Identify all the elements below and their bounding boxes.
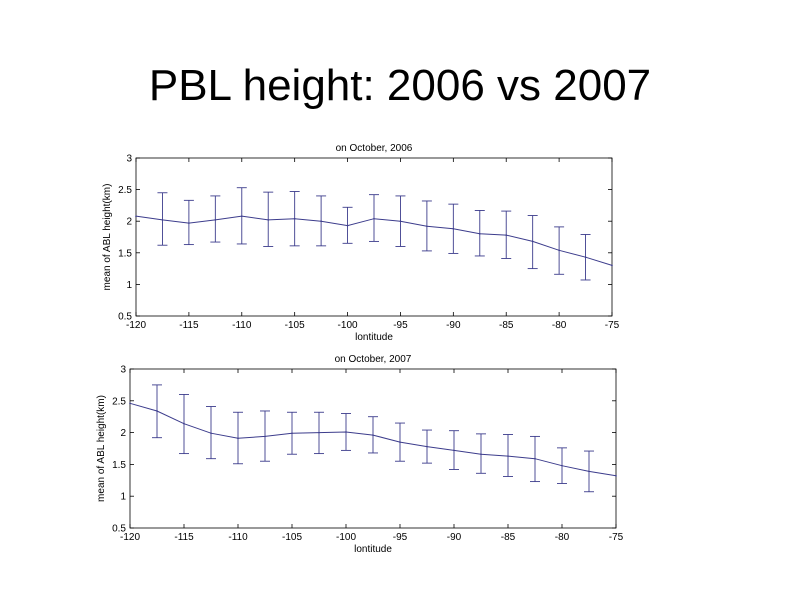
y-tick-label: 2.5 bbox=[118, 185, 132, 196]
y-tick-label: 2.5 bbox=[112, 396, 126, 407]
series-1 bbox=[135, 187, 613, 281]
data-point bbox=[399, 441, 401, 443]
data-point bbox=[320, 220, 322, 222]
data-point bbox=[426, 225, 428, 228]
data-point bbox=[267, 219, 270, 221]
data-point bbox=[478, 233, 481, 235]
error-bar bbox=[210, 195, 221, 243]
data-point bbox=[505, 234, 508, 236]
series-1 bbox=[129, 384, 617, 493]
data-point bbox=[318, 431, 320, 434]
x-tick-label: -110 bbox=[232, 320, 252, 331]
chart-panel-1: -120 -115 -110 -105 -100 -95 -90 -85 -80 -75 0.5 1 1… bbox=[102, 143, 620, 343]
data-point bbox=[373, 217, 375, 220]
x-tick-label: -85 bbox=[501, 532, 516, 543]
data-point bbox=[237, 437, 239, 440]
x-tick-label: -75 bbox=[605, 320, 620, 331]
x-tick-label: -85 bbox=[499, 320, 514, 331]
data-point bbox=[588, 470, 590, 473]
y-tick-label: 0.5 bbox=[118, 312, 132, 323]
chart-title: on October, 2007 bbox=[335, 354, 412, 365]
x-tick-label: -90 bbox=[446, 320, 461, 331]
data-point bbox=[291, 432, 293, 435]
y-tick-label: 3 bbox=[120, 365, 126, 376]
chart-panel-2: -120 -115 -110 -105 -100 -95 -90 -85 -80 -75 0.5 1 1… bbox=[96, 354, 624, 555]
x-tick-label: -75 bbox=[609, 532, 624, 543]
y-tick-label: 0.5 bbox=[112, 524, 126, 535]
y-tick-label: 2 bbox=[126, 217, 132, 228]
data-point bbox=[240, 215, 243, 217]
x-tick-label: -120 bbox=[126, 320, 146, 331]
data-point bbox=[507, 455, 509, 457]
data-point bbox=[611, 264, 613, 267]
data-point bbox=[531, 240, 534, 243]
x-tick-label: -105 bbox=[285, 320, 305, 331]
x-tick-label: -95 bbox=[393, 320, 408, 331]
error-bar bbox=[157, 192, 168, 246]
slide-title: PBL height: 2006 vs 2007 bbox=[148, 61, 652, 110]
data-point bbox=[183, 422, 185, 425]
data-point bbox=[399, 220, 402, 222]
x-tick-label: -80 bbox=[552, 320, 567, 331]
data-point bbox=[345, 431, 347, 433]
x-tick-label: -105 bbox=[282, 532, 302, 543]
x-tick-label: -95 bbox=[393, 532, 408, 543]
y-tick-label: 1.5 bbox=[112, 460, 126, 471]
y-axis-label: mean of ABL height(km) bbox=[102, 184, 113, 291]
data-point bbox=[480, 453, 482, 456]
data-point bbox=[214, 219, 217, 221]
data-point bbox=[156, 410, 158, 412]
y-tick-label: 1.5 bbox=[118, 248, 132, 259]
data-point bbox=[264, 435, 266, 438]
x-tick-label: -80 bbox=[555, 532, 570, 543]
data-point bbox=[452, 227, 455, 230]
x-tick-label: -100 bbox=[336, 532, 356, 543]
x-axis-label: lontitude bbox=[355, 332, 393, 343]
x-tick-label: -115 bbox=[179, 320, 199, 331]
x-tick-label: -110 bbox=[228, 532, 248, 543]
data-point bbox=[135, 215, 137, 217]
y-tick-label: 1 bbox=[126, 280, 132, 291]
data-point bbox=[293, 217, 296, 220]
data-point bbox=[615, 475, 617, 477]
data-point bbox=[584, 256, 587, 259]
chart-title: on October, 2006 bbox=[336, 143, 413, 154]
data-point bbox=[188, 222, 190, 224]
y-tick-label: 1 bbox=[120, 492, 126, 503]
x-axis-label: lontitude bbox=[354, 544, 392, 555]
data-point bbox=[129, 402, 131, 405]
x-tick-label: -100 bbox=[338, 320, 358, 331]
data-point bbox=[372, 434, 374, 436]
x-tick-label: -90 bbox=[447, 532, 462, 543]
data-point bbox=[161, 219, 164, 221]
y-tick-label: 2 bbox=[120, 428, 126, 439]
y-axis-label: mean of ABL height(km) bbox=[96, 395, 107, 502]
y-tick-label: 3 bbox=[126, 154, 132, 165]
x-tick-label: -115 bbox=[174, 532, 194, 543]
x-tick-label: -120 bbox=[120, 532, 140, 543]
data-point bbox=[534, 457, 536, 460]
data-point bbox=[558, 249, 560, 252]
data-point bbox=[210, 432, 212, 435]
data-point bbox=[453, 449, 455, 452]
data-point bbox=[346, 224, 349, 227]
data-point bbox=[426, 445, 428, 448]
data-point bbox=[561, 464, 563, 467]
